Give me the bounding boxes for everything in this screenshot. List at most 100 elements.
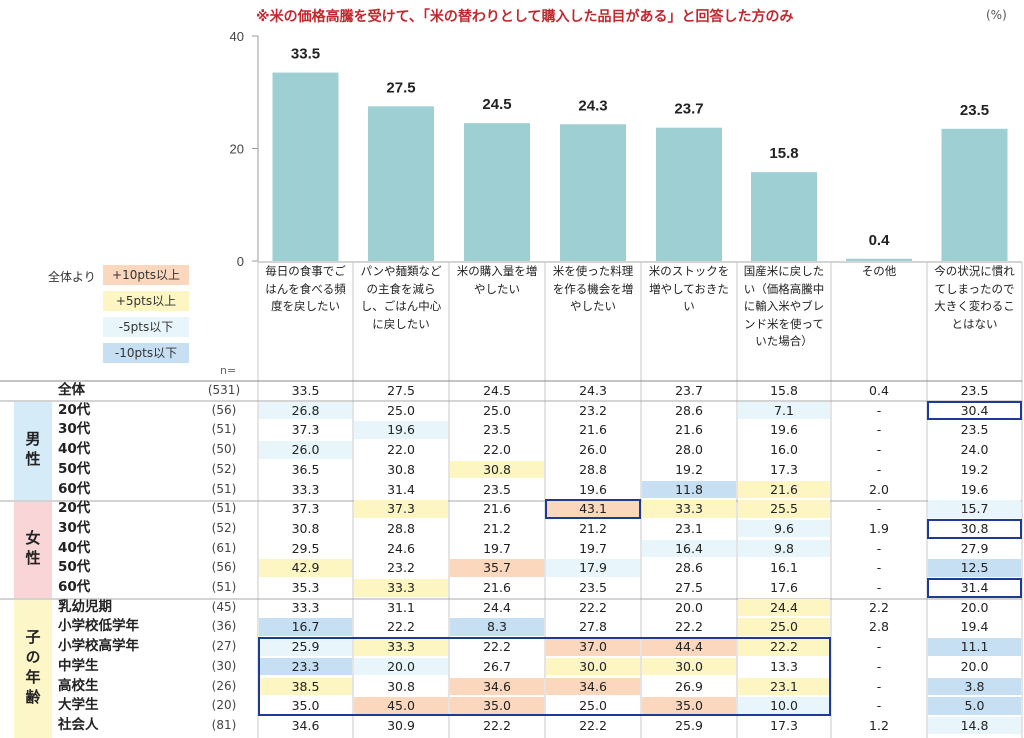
table-cell: 25.5	[738, 500, 830, 518]
table-cell: 45.0	[354, 697, 448, 715]
bar	[368, 106, 434, 261]
unit-label: (%)	[986, 8, 1007, 22]
table-cell: 34.6	[450, 677, 544, 695]
row-sample-size: (51)	[211, 501, 237, 516]
row-sample-size: (81)	[211, 717, 237, 732]
bar-value-label: 23.7	[674, 101, 703, 118]
table-cell: 30.8	[960, 520, 989, 536]
table-cell: 30.8	[450, 460, 544, 479]
table-cell: 25.0	[738, 618, 830, 636]
category-label: パンや麺類などの主食を減らし、ごはん中心に戻したい	[360, 264, 442, 331]
category-label: 米のストックを増やしておきたい	[648, 264, 730, 313]
row-label: 30代	[58, 421, 91, 438]
table-cell: 28.6	[675, 560, 703, 576]
row-label: 40代	[58, 441, 91, 458]
table-cell: 25.9	[259, 638, 352, 656]
table-cell: 20.0	[960, 658, 989, 674]
row-sample-size: (50)	[211, 442, 237, 457]
row-label: 乳幼児期	[58, 598, 112, 615]
table-cell: 38.5	[259, 677, 352, 695]
table-cell: 9.8	[738, 539, 830, 558]
table-cell: 28.8	[579, 461, 607, 477]
table-cell: 19.6	[579, 481, 607, 497]
table-cell: 23.5	[960, 422, 989, 438]
row-label: 小学校低学年	[58, 618, 139, 635]
table-cell: 26.0	[579, 442, 607, 458]
table-cell: 22.2	[579, 717, 607, 733]
y-tick-label: 40	[230, 29, 244, 44]
table-cell: 27.9	[960, 540, 989, 556]
table-row: 小学校高学年 (27) 25.9 33.3 22.2 37.0 44.4 22.2-11.1	[0, 637, 1024, 657]
category-label: 毎日の食事でごはんを食べる頻度を戻したい	[265, 264, 346, 313]
table-cell: 33.3	[291, 481, 320, 497]
table-cell: 24.3	[579, 383, 607, 398]
row-label: 50代	[58, 559, 91, 576]
table-cell: 22.2	[483, 717, 511, 733]
row-sample-size: (51)	[211, 580, 237, 594]
table-cell: 19.4	[960, 619, 989, 635]
table-cell: 31.1	[387, 599, 415, 615]
row-label: 高校生	[58, 677, 99, 694]
row-sample-size: (56)	[211, 560, 237, 575]
table-cell: -	[876, 580, 882, 595]
table-cell: 7.1	[738, 401, 830, 420]
row-sample-size: (52)	[211, 520, 237, 535]
table-cell: 24.0	[960, 442, 989, 458]
table-cell: -	[876, 461, 882, 477]
table-cell: 28.8	[387, 520, 415, 536]
table-cell: 30.8	[387, 461, 415, 477]
category-label: その他	[861, 264, 897, 278]
table-cell: 22.2	[738, 638, 830, 656]
row-label: 40代	[58, 539, 91, 556]
table-cell: 11.8	[642, 480, 736, 498]
bar	[272, 72, 339, 261]
table-cell: 3.8	[928, 677, 1021, 695]
table-row: 20代 (56) 26.8 25.0 25.0 23.2 28.6 7.1 - 30.4	[0, 401, 1024, 421]
table-cell: -	[876, 501, 882, 517]
table-cell: 17.3	[770, 717, 798, 733]
row-label: 50代	[58, 460, 91, 477]
table-cell: 26.8	[259, 401, 352, 420]
table-cell: 13.3	[770, 658, 798, 674]
bar-value-label: 24.3	[578, 97, 607, 114]
table-cell: -	[876, 422, 882, 438]
table-cell: 24.4	[738, 598, 830, 617]
row-sample-size: (36)	[211, 619, 237, 634]
table-cell: 19.7	[483, 540, 511, 556]
table-row: 高校生 (26) 38.5 30.8 34.6 34.6 26.9 23.1 - 3.8	[0, 677, 1024, 697]
table-cell: 23.1	[738, 677, 830, 695]
table-cell: 22.2	[387, 619, 415, 635]
table-cell: 27.5	[675, 580, 703, 595]
table-cell: 23.5	[579, 580, 607, 595]
table-cell: 35.0	[642, 697, 736, 715]
table-row: 中学生 (30) 23.3 20.0 26.7 30.0 30.0 13.3-20.0	[0, 657, 1024, 677]
table-cell: 33.3	[642, 500, 736, 518]
table-cell: 21.2	[483, 520, 511, 536]
table-cell: 21.6	[675, 422, 703, 438]
table-cell: 23.5	[483, 481, 511, 497]
table-cell: 37.3	[291, 501, 320, 517]
table-cell: 19.6	[354, 421, 448, 439]
table-cell: 20.0	[960, 599, 989, 615]
table-cell: 31.4	[960, 580, 989, 595]
table-cell: 35.3	[291, 580, 320, 595]
table-row: 60代 (51) 33.3 31.4 23.5 19.6 11.8 21.6 2.0 19.6	[0, 480, 1024, 500]
table-cell: -	[876, 560, 882, 576]
row-sample-size: (45)	[211, 599, 237, 614]
table-cell: 28.6	[675, 402, 703, 418]
table-row: 社会人 (81) 34.6 30.9 22.2 22.2 25.9 17.3 1.2 14.8	[0, 716, 1024, 736]
table-cell: 21.6	[738, 480, 830, 498]
table-cell: 16.1	[770, 560, 798, 576]
table-cell: 27.5	[387, 383, 415, 398]
bar	[846, 258, 912, 261]
table-cell: 27.8	[579, 619, 607, 635]
row-label: 全体	[58, 382, 85, 398]
table-cell: 37.0	[546, 638, 640, 656]
category-label: 米を使った料理を作る機会を増やしたい	[552, 264, 634, 313]
table-cell: 23.2	[387, 560, 415, 576]
table-cell: 23.5	[960, 383, 989, 398]
bar-value-label: 24.5	[482, 96, 511, 113]
table-cell: 24.4	[483, 599, 511, 615]
table-row: 乳幼児期 (45) 33.3 31.1 24.4 22.2 20.0 24.4 2.2 20.0	[0, 598, 1024, 618]
group-label: 女性	[14, 502, 52, 598]
